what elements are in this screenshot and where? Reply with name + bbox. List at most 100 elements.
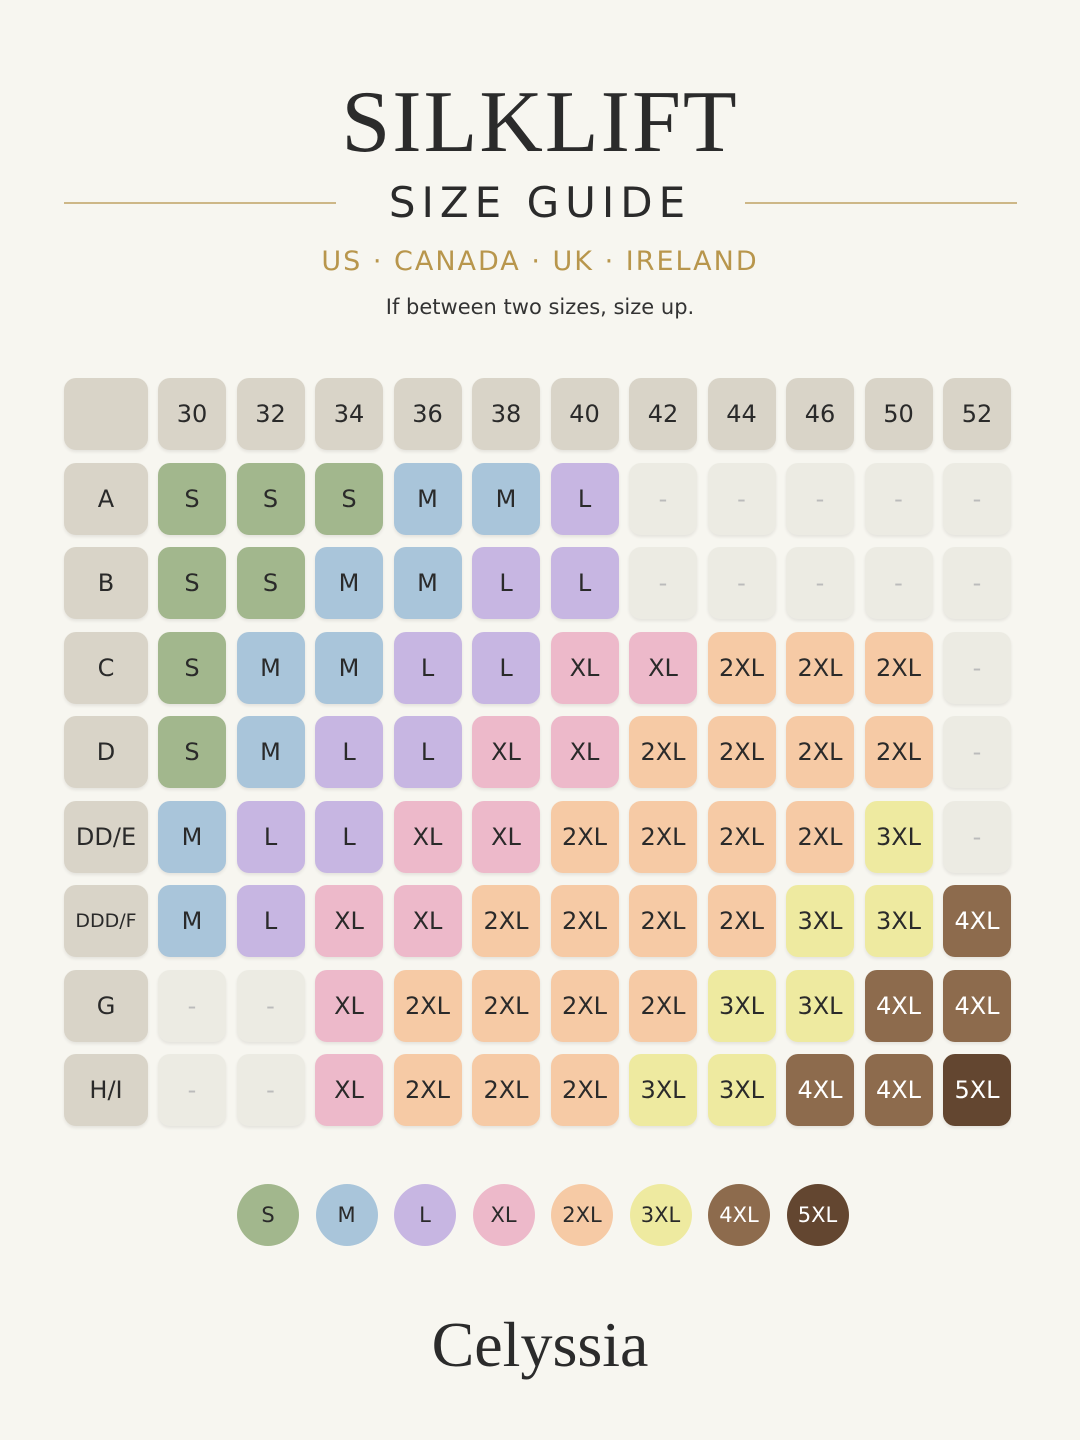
size-cell: 2XL — [707, 800, 776, 873]
size-cell: 3XL — [786, 969, 854, 1042]
size-cell: 2XL — [393, 1054, 462, 1126]
band-size: 34 — [315, 378, 383, 450]
band-size: 32 — [236, 378, 305, 450]
size-cell: 4XL — [786, 1054, 854, 1126]
cup-size: DDD/F — [64, 885, 148, 957]
size-cell: 2XL — [629, 716, 697, 788]
band-size: 38 — [472, 378, 540, 450]
size-cell: - — [943, 800, 1011, 873]
size-cell: 2XL — [786, 631, 854, 704]
size-cell: 3XL — [864, 800, 933, 873]
band-size: 30 — [158, 378, 226, 450]
size-cell: 2XL — [550, 969, 619, 1042]
size-cell: S — [158, 631, 226, 704]
cup-size: A — [64, 462, 148, 535]
size-cell: M — [472, 462, 540, 535]
size-cell: S — [158, 462, 226, 535]
size-cell: 4XL — [943, 969, 1011, 1042]
regions: US · CANADA · UK · IRELAND — [321, 246, 759, 277]
size-cell: - — [864, 462, 933, 535]
band-size: 52 — [943, 378, 1011, 450]
size-cell: - — [943, 631, 1011, 704]
size-cell: S — [236, 547, 305, 619]
size-cell: 2XL — [472, 1054, 540, 1126]
size-cell: 3XL — [629, 1054, 697, 1126]
size-cell: S — [315, 462, 383, 535]
legend-swatch: S — [237, 1184, 299, 1246]
size-cell: 2XL — [629, 969, 697, 1042]
size-cell: 2XL — [550, 885, 619, 957]
size-cell: M — [393, 462, 462, 535]
cup-size: G — [64, 969, 148, 1042]
size-cell: S — [158, 547, 226, 619]
size-cell: - — [943, 547, 1011, 619]
size-cell: XL — [315, 1054, 383, 1126]
size-cell: 2XL — [393, 969, 462, 1042]
size-cell: M — [236, 716, 305, 788]
size-cell: 5XL — [943, 1054, 1011, 1126]
legend-swatch: 5XL — [786, 1184, 849, 1246]
size-cell: XL — [472, 800, 540, 873]
band-size: 36 — [393, 378, 462, 450]
size-cell: - — [707, 462, 776, 535]
corner-cell — [64, 378, 148, 450]
size-cell: - — [236, 1054, 305, 1126]
subtitle: SIZE GUIDE — [388, 178, 692, 227]
cup-size: D — [64, 716, 148, 788]
size-cell: 4XL — [864, 1054, 933, 1126]
size-cell: XL — [393, 885, 462, 957]
size-cell: 4XL — [864, 969, 933, 1042]
size-cell: M — [315, 631, 383, 704]
size-cell: 3XL — [864, 885, 933, 957]
size-cell: - — [786, 462, 854, 535]
size-cell: - — [158, 1054, 226, 1126]
size-cell: S — [158, 716, 226, 788]
size-cell: L — [550, 547, 619, 619]
size-cell: M — [236, 631, 305, 704]
size-cell: L — [550, 462, 619, 535]
size-cell: 2XL — [864, 716, 933, 788]
size-cell: XL — [550, 716, 619, 788]
size-cell: - — [158, 969, 226, 1042]
size-cell: L — [236, 885, 305, 957]
band-size: 40 — [550, 378, 619, 450]
size-cell: L — [315, 800, 383, 873]
size-cell: 3XL — [707, 1054, 776, 1126]
size-cell: M — [393, 547, 462, 619]
divider — [64, 202, 336, 204]
size-cell: 2XL — [472, 969, 540, 1042]
legend-swatch: 4XL — [708, 1184, 770, 1246]
legend-swatch: 2XL — [551, 1184, 613, 1246]
band-size: 50 — [864, 378, 933, 450]
cup-size: H/I — [64, 1054, 148, 1126]
band-size: 46 — [786, 378, 854, 450]
size-cell: 3XL — [707, 969, 776, 1042]
size-cell: - — [943, 462, 1011, 535]
size-cell: XL — [315, 969, 383, 1042]
size-cell: 2XL — [629, 885, 697, 957]
size-cell: XL — [315, 885, 383, 957]
size-cell: L — [472, 631, 540, 704]
size-cell: L — [472, 547, 540, 619]
size-cell: - — [236, 969, 305, 1042]
size-cell: 2XL — [472, 885, 540, 957]
size-cell: - — [707, 547, 776, 619]
size-cell: - — [629, 547, 697, 619]
size-cell: 3XL — [786, 885, 854, 957]
size-cell: XL — [550, 631, 619, 704]
size-cell: 2XL — [707, 885, 776, 957]
title: SILKLIFT — [341, 74, 739, 171]
size-cell: L — [393, 716, 462, 788]
size-cell: XL — [629, 631, 697, 704]
note: If between two sizes, size up. — [385, 295, 695, 319]
size-cell: 2XL — [786, 716, 854, 788]
size-cell: 2XL — [864, 631, 933, 704]
legend-swatch: 3XL — [629, 1184, 692, 1246]
size-cell: XL — [472, 716, 540, 788]
size-cell: - — [943, 716, 1011, 788]
cup-size: DD/E — [64, 800, 148, 873]
size-cell: L — [236, 800, 305, 873]
size-cell: S — [236, 462, 305, 535]
legend-swatch: M — [315, 1184, 378, 1246]
cup-size: B — [64, 547, 148, 619]
